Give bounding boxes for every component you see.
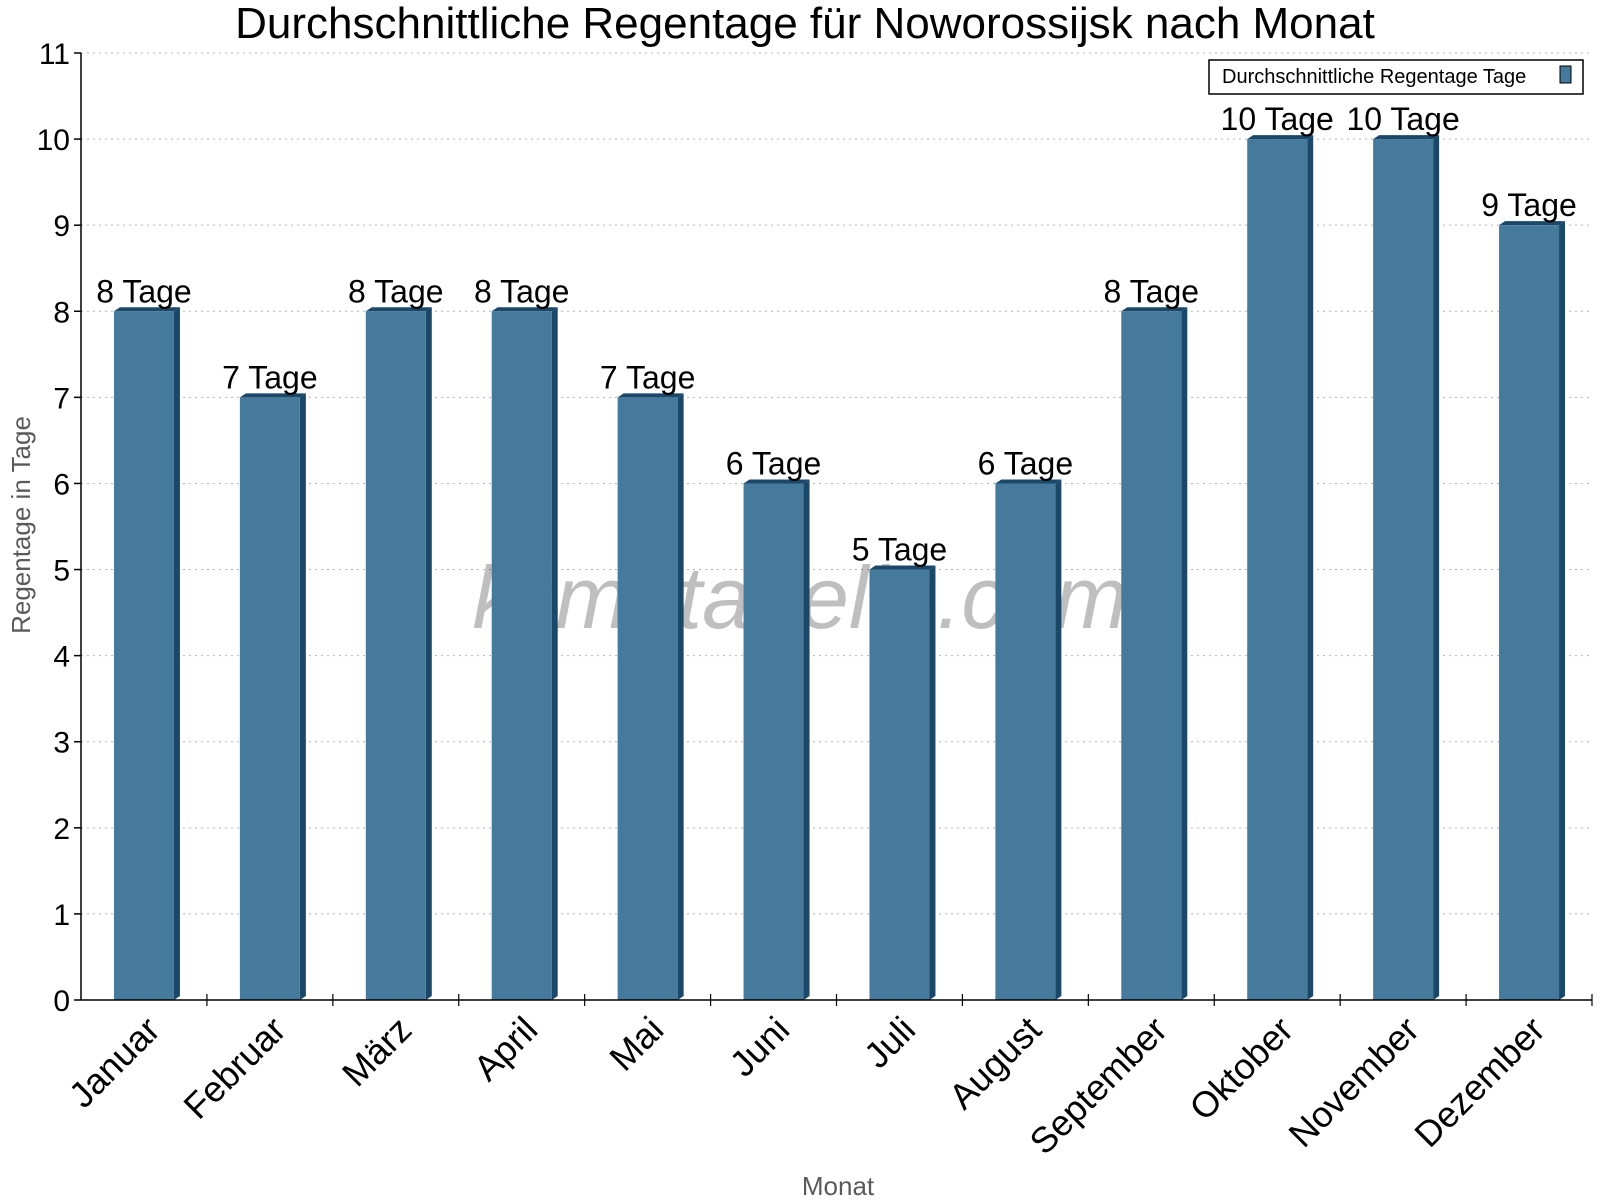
bar-face: [743, 483, 804, 1000]
bar-value-label: 7 Tage: [222, 359, 318, 395]
x-tick-label: November: [1280, 1009, 1426, 1155]
x-axis-label: Monat: [802, 1171, 875, 1200]
y-axis-label: Regentage in Tage: [6, 416, 36, 634]
y-tick-label: 5: [53, 555, 70, 588]
y-tick-label: 2: [53, 813, 70, 846]
y-tick-label: 11: [39, 38, 70, 71]
grid-lines: [81, 52, 1592, 915]
bar-face: [995, 483, 1056, 1000]
y-tick-label: 0: [53, 985, 70, 1018]
bar-top: [869, 565, 936, 570]
y-tick-label: 6: [53, 468, 70, 501]
bar-value-label: 5 Tage: [852, 532, 948, 568]
bar: [1247, 135, 1314, 1000]
x-tick-label: Mai: [601, 1009, 671, 1079]
bar-side: [803, 479, 810, 1000]
bars: [113, 135, 1566, 1001]
legend-box: [1208, 59, 1584, 95]
bar-value-label: 8 Tage: [96, 273, 192, 309]
bar-value-label: 7 Tage: [600, 359, 696, 395]
bar-top: [617, 393, 684, 398]
bar-top: [995, 479, 1062, 484]
bar-value-label: 8 Tage: [348, 273, 444, 309]
y-tick-label: 7: [53, 382, 70, 415]
bar-face: [365, 311, 426, 1001]
bar: [1121, 307, 1188, 1001]
bar-face: [1499, 225, 1560, 1000]
x-tick-label: Juni: [722, 1009, 798, 1085]
value-labels: 8 Tage 7 Tage 8 Tage 8 Tage 7 Tage 6 Tage 5 Ta…: [96, 101, 1577, 567]
y-tick-label: 3: [53, 727, 70, 760]
bar-top: [743, 479, 810, 484]
bar-value-label: 6 Tage: [726, 445, 822, 481]
y-tick-label: 1: [53, 899, 70, 932]
bar-top: [1247, 135, 1314, 140]
bar: [491, 307, 558, 1001]
bar: [1373, 135, 1440, 1000]
bar-side: [929, 565, 936, 1000]
bar-face: [1373, 139, 1434, 1000]
bar-top: [491, 307, 558, 312]
bar-value-label: 6 Tage: [978, 445, 1074, 481]
bar-top: [239, 393, 306, 398]
bar-face: [617, 397, 678, 1000]
bar: [1499, 221, 1566, 1000]
bar: [617, 393, 684, 1000]
bar-face: [869, 569, 930, 1000]
bar-top: [113, 307, 180, 312]
bar-side: [1055, 479, 1062, 1000]
bar-face: [1247, 139, 1308, 1000]
bar-side: [551, 307, 558, 1001]
bar-side: [1181, 307, 1188, 1001]
bar-top: [1499, 221, 1566, 226]
bar-face: [491, 311, 552, 1001]
bar-side: [425, 307, 432, 1001]
x-tick-label: März: [334, 1009, 420, 1095]
bar-side: [1307, 135, 1314, 1000]
y-tick-label: 9: [53, 210, 70, 243]
chart-title: Durchschnittliche Regentage für Nowoross…: [235, 0, 1375, 48]
bar-side: [299, 393, 306, 1000]
x-axis-ticks: Januar Februar März April Mai Juni Juli AugustS…: [61, 994, 1593, 1163]
axes: [80, 53, 1592, 1001]
bar-face: [113, 311, 174, 1001]
bar: [869, 565, 936, 1000]
bar-side: [1559, 221, 1566, 1000]
bar-value-label: 10 Tage: [1221, 101, 1334, 137]
y-axis-ticks: 0 1 2 3 4 5 6 7 8 9 10 11: [37, 38, 81, 1018]
legend: Durchschnittliche Regentage Tage: [1208, 59, 1584, 95]
x-tick-label: August: [941, 1009, 1049, 1117]
bar: [365, 307, 432, 1001]
x-tick-label: Februar: [175, 1009, 293, 1127]
bar-top: [365, 307, 432, 312]
legend-label: Durchschnittliche Regentage Tage: [1222, 66, 1526, 88]
y-tick-label: 4: [53, 641, 70, 674]
bar-side: [173, 307, 180, 1001]
x-tick-label: Juli: [856, 1009, 923, 1076]
bar-top: [1373, 135, 1440, 140]
x-tick-label: Januar: [61, 1009, 168, 1116]
bar: [113, 307, 180, 1001]
bar-value-label: 8 Tage: [474, 273, 570, 309]
bar: [239, 393, 306, 1000]
bar-side: [1433, 135, 1440, 1000]
bar-value-label: 10 Tage: [1346, 101, 1459, 137]
bar-value-label: 8 Tage: [1104, 273, 1200, 309]
bar-side: [677, 393, 684, 1000]
bar-face: [1121, 311, 1182, 1001]
bar: [995, 479, 1062, 1000]
y-tick-label: 8: [53, 296, 70, 329]
bar-top: [1121, 307, 1188, 312]
x-tick-label: Oktober: [1181, 1009, 1301, 1129]
x-tick-label: April: [465, 1009, 545, 1089]
legend-swatch: [1559, 65, 1572, 84]
y-tick-label: 10: [37, 124, 70, 157]
bar: [743, 479, 810, 1000]
x-tick-label: September: [1021, 1009, 1175, 1163]
bar-value-label: 9 Tage: [1481, 187, 1577, 223]
x-tick-label: Dezember: [1406, 1009, 1552, 1155]
bar-face: [239, 397, 300, 1000]
